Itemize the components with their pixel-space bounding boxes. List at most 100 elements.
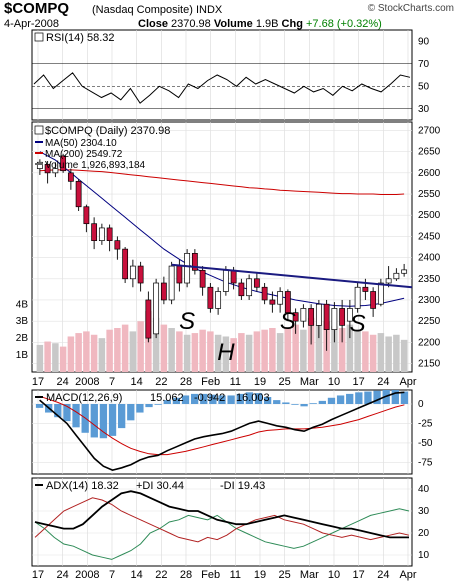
neckline-trendline bbox=[171, 263, 413, 289]
adx-legend-item: ADX(14) 18.32 bbox=[46, 480, 119, 492]
candle bbox=[184, 253, 191, 284]
x-tick-label: 14 bbox=[131, 376, 143, 388]
candle bbox=[315, 303, 322, 326]
candle bbox=[137, 265, 144, 284]
x-tick-label: Mar bbox=[300, 569, 319, 581]
candle bbox=[153, 282, 160, 335]
volume-bar bbox=[168, 328, 175, 372]
volume-bar bbox=[137, 321, 144, 372]
macd-histogram-bar bbox=[400, 391, 409, 404]
adx-legend-item: +DI 30.44 bbox=[136, 480, 184, 492]
macd-legend-item: MACD(12,26,9) bbox=[46, 392, 122, 404]
pattern-annotation: S bbox=[179, 308, 195, 335]
candle bbox=[238, 282, 245, 297]
macd-histogram-bar bbox=[336, 395, 345, 404]
candle bbox=[277, 291, 284, 305]
volume-bar bbox=[36, 344, 44, 372]
macd-histogram-bar bbox=[136, 404, 144, 413]
candle bbox=[308, 308, 315, 326]
volume-bar bbox=[261, 329, 268, 372]
x-tick-label: 28 bbox=[180, 569, 192, 581]
adx-legend-item: -DI 19.43 bbox=[220, 480, 265, 492]
candle bbox=[284, 291, 291, 314]
macd-histogram-bar bbox=[327, 397, 336, 404]
macd-legend-item: 15.062 bbox=[150, 392, 184, 404]
volume-bar bbox=[307, 317, 315, 372]
price-tick-label: 2700 bbox=[418, 125, 441, 136]
candle bbox=[354, 286, 361, 309]
macd-histogram-bar bbox=[163, 400, 171, 404]
x-tick-label: 10 bbox=[328, 569, 340, 581]
x-tick-label: Apr bbox=[399, 376, 416, 388]
x-tick-label: Mar bbox=[300, 376, 319, 388]
macd-histogram-bar bbox=[127, 404, 135, 421]
macd-legend-item: -0.942 bbox=[194, 392, 225, 404]
volume-bar bbox=[44, 341, 51, 372]
volume-bar bbox=[393, 334, 400, 372]
volume-bar bbox=[191, 333, 199, 372]
price-tick-label: 2550 bbox=[418, 189, 441, 200]
candle bbox=[176, 265, 183, 284]
x-tick-label: 24 bbox=[377, 569, 389, 581]
price-tick-label: 2250 bbox=[418, 316, 441, 327]
macd-histogram-bar bbox=[108, 404, 117, 436]
price-legend-item: Volume 1,926,893,184 bbox=[45, 160, 146, 171]
x-tick-label: 17 bbox=[32, 569, 44, 581]
x-tick-label: 2008 bbox=[75, 569, 99, 581]
x-tick-label: 24 bbox=[377, 376, 389, 388]
macd-histogram-bar bbox=[145, 404, 153, 408]
candle bbox=[129, 265, 136, 280]
volume-bar bbox=[362, 331, 369, 372]
macd-histogram-bar bbox=[154, 404, 162, 405]
x-tick-label: 17 bbox=[353, 376, 365, 388]
pattern-annotation: H bbox=[217, 339, 235, 366]
macd-histogram-bar bbox=[227, 395, 235, 404]
candle bbox=[199, 269, 206, 288]
candle bbox=[292, 312, 299, 322]
chart-date: 4-Apr-2008 bbox=[4, 18, 60, 30]
volume-tick-label: 3B bbox=[16, 316, 29, 327]
volume-bar bbox=[121, 324, 129, 372]
source-credit: © StockCharts.com bbox=[367, 3, 454, 14]
price-legend-item: MA(50) 2304.10 bbox=[45, 138, 117, 149]
candle bbox=[114, 240, 121, 250]
x-tick-label: 24 bbox=[57, 569, 69, 581]
candle bbox=[160, 282, 167, 301]
rsi-line bbox=[33, 72, 411, 104]
candle bbox=[370, 291, 377, 309]
macd-histogram-bar bbox=[118, 404, 126, 429]
volume-bar bbox=[207, 331, 214, 372]
plus-di-line bbox=[34, 508, 410, 560]
candle bbox=[191, 253, 198, 271]
macd-histogram-bar bbox=[245, 392, 254, 404]
rsi-tick-label: 50 bbox=[418, 81, 430, 92]
volume-bar bbox=[214, 334, 222, 372]
adx-tick-label: 10 bbox=[418, 550, 430, 561]
macd-histogram-bar bbox=[300, 404, 308, 407]
price-legend-item: MA(200) 2549.72 bbox=[45, 149, 123, 160]
x-tick-label: 28 bbox=[180, 376, 192, 388]
minus-di-line bbox=[34, 497, 410, 543]
rsi-frame bbox=[31, 29, 413, 121]
volume-bar bbox=[300, 329, 307, 372]
macd-tick-label: -75 bbox=[418, 457, 433, 468]
macd-tick-label: -50 bbox=[418, 438, 433, 449]
candle bbox=[215, 291, 222, 309]
macd-signal-line bbox=[39, 395, 405, 456]
volume-bar bbox=[183, 334, 191, 372]
rsi-legend-swatch bbox=[34, 32, 44, 42]
x-tick-label: 19 bbox=[254, 376, 266, 388]
volume-value: 1.9B bbox=[255, 18, 279, 30]
macd-histogram-bar bbox=[35, 404, 44, 408]
candle bbox=[52, 168, 59, 174]
x-tick-label: 11 bbox=[230, 569, 241, 581]
macd-histogram-bar bbox=[63, 404, 71, 422]
candle bbox=[377, 282, 384, 305]
volume-tick-label: 1B bbox=[16, 350, 29, 361]
candle bbox=[261, 286, 268, 301]
volume-bar bbox=[377, 333, 385, 372]
volume-bar bbox=[114, 328, 121, 372]
candle bbox=[91, 223, 98, 241]
candle bbox=[331, 308, 338, 330]
rsi-legend: RSI(14) 58.32 bbox=[46, 32, 114, 44]
